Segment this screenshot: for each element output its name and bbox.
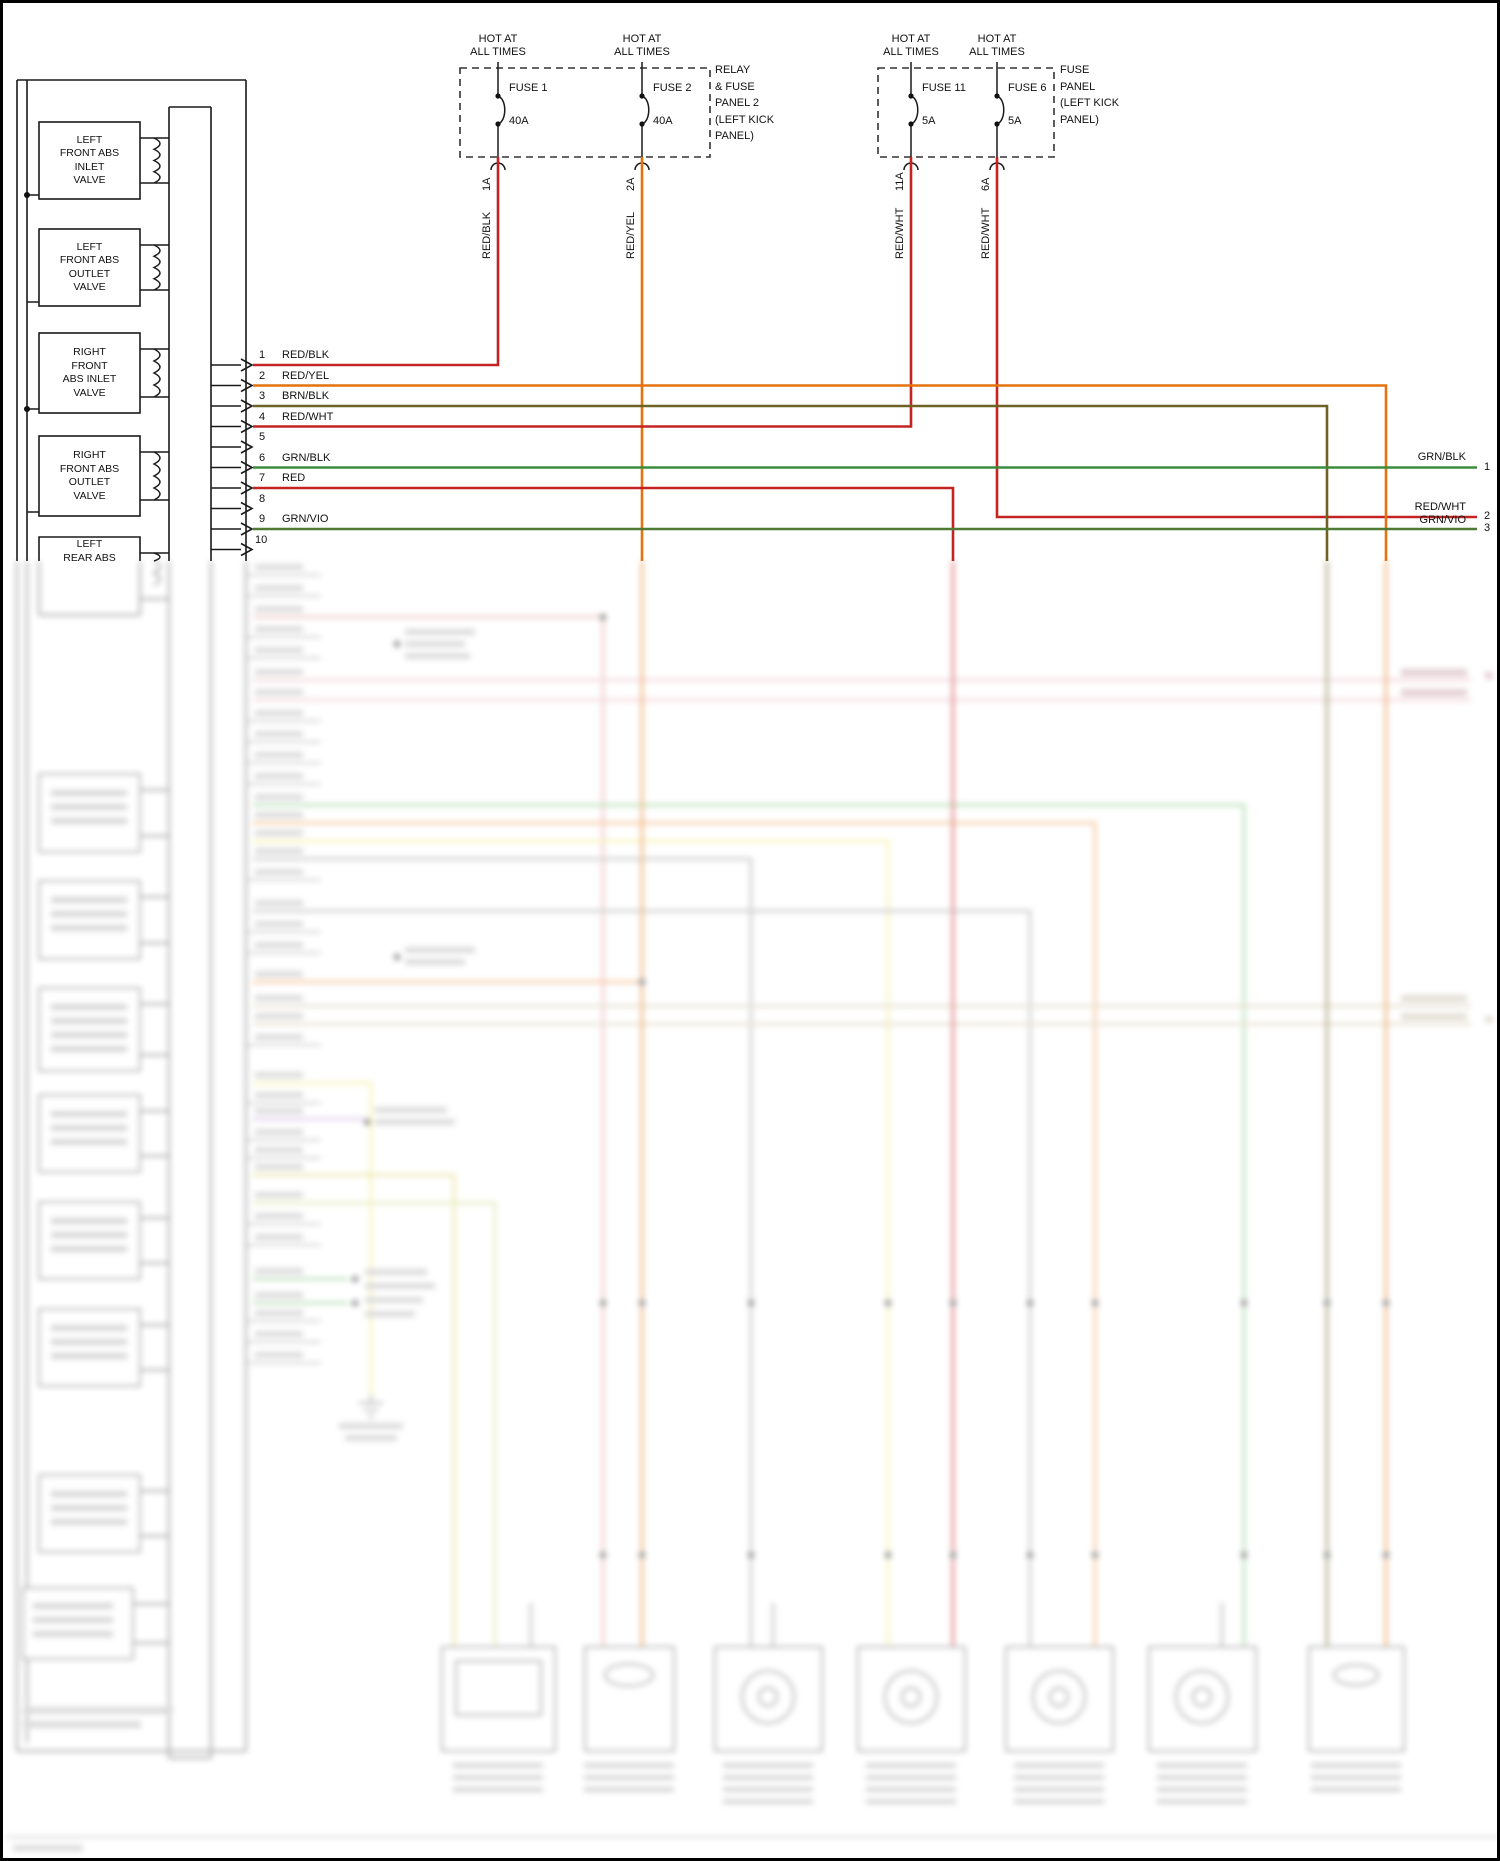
hot-at-label-1: HOT AT ALL TIMES — [470, 33, 526, 58]
offpage-red-wht-label: RED/WHT — [1414, 501, 1466, 513]
pin-9-number: 9 — [259, 513, 266, 525]
wire-red-yel-pin2 — [253, 384, 1388, 561]
pin-6-wire-label: GRN/BLK — [282, 451, 331, 464]
fuse-6-amps: 5A — [1008, 115, 1022, 127]
pin-7-number: 7 — [259, 472, 266, 484]
blurred-diagram-svg — [6, 561, 1497, 1851]
pin-2-number: 2 — [259, 369, 266, 382]
wires — [253, 157, 1477, 561]
wire-brn-blk — [253, 404, 1329, 561]
fuse-11-amps: 5A — [922, 115, 936, 127]
blur-connector-dots — [351, 613, 1390, 1559]
pin-3-wire-label: BRN/BLK — [282, 390, 330, 402]
feed-11a-wire-label: RED/WHT — [894, 207, 906, 259]
pin-5-number: 5 — [259, 431, 266, 443]
pin-4-wire-label: RED/WHT — [282, 410, 334, 423]
component-left-front-abs-inlet-valve: LEFT FRONT ABS INLET VALVE — [59, 133, 120, 187]
offpage-grn-blk-number: 1 — [1483, 461, 1491, 473]
fuse-2-label: FUSE 2 — [653, 82, 692, 94]
relay-fuse-panel-2-label: RELAY & FUSE PANEL 2 (LEFT KICK PANEL) — [715, 64, 775, 142]
component-left-front-abs-outlet-valve: LEFT FRONT ABS OUTLET VALVE — [59, 240, 120, 294]
wire-red-wht-11a — [253, 157, 913, 428]
blur-ground-symbol — [359, 1395, 383, 1418]
pin-2-wire-label: RED/YEL — [282, 369, 330, 382]
blur-box-label-blobs — [33, 790, 127, 1637]
blur-right-edge-blobs-pink — [1401, 669, 1493, 696]
pin-9-wire-label: GRN/VIO — [282, 513, 329, 525]
offpage-red-wht-number: 2 — [1483, 510, 1491, 522]
feed-1a-wire-label: RED/BLK — [481, 211, 493, 259]
pin-7-wire-label: RED — [282, 472, 306, 484]
junction-dots — [24, 192, 30, 412]
offpage-grn-vio-number: 3 — [1483, 522, 1491, 534]
offpage-grn-blk-label: GRN/BLK — [1417, 451, 1466, 463]
pin-1-wire-label: RED/BLK — [282, 349, 330, 361]
feed-2a-wire-label: RED/YEL — [625, 211, 637, 259]
hot-at-label-3: HOT AT ALL TIMES — [883, 33, 939, 58]
blur-pin-label-blobs — [255, 564, 303, 1358]
connector-pin-chevrons — [240, 358, 254, 557]
blur-bottom-boxes — [441, 1646, 1405, 1752]
pin-4-number: 4 — [259, 410, 266, 423]
valve-coils — [140, 137, 169, 562]
wiring-lines-svg — [16, 62, 1477, 562]
blur-under-box-blobs — [453, 1763, 1401, 1804]
blurred-lower-diagram — [6, 561, 1497, 1858]
pin-8-number: 8 — [259, 492, 266, 505]
fuse-panel-label: FUSE PANEL (LEFT KICK PANEL) — [1060, 64, 1120, 126]
feed-1a-pin-label: 1A — [481, 177, 493, 191]
hot-at-label-2: HOT AT ALL TIMES — [614, 33, 670, 58]
component-right-front-abs-outlet-valve: RIGHT FRONT ABS OUTLET VALVE — [59, 449, 120, 502]
blur-right-edge-blobs-tan — [1401, 995, 1493, 1023]
fuse-2-amps: 40A — [653, 115, 673, 127]
fuse-1-label: FUSE 1 — [509, 82, 548, 94]
fuse-1-amps: 40A — [509, 115, 529, 127]
component-left-rear-abs: LEFT REAR ABS — [63, 538, 116, 564]
wire-red-blk — [253, 157, 500, 367]
pin-3-number: 3 — [259, 390, 266, 402]
hot-at-label-4: HOT AT ALL TIMES — [969, 33, 1025, 58]
blur-misc-label-blobs — [13, 629, 475, 1851]
offpage-grn-vio-label: GRN/VIO — [1419, 514, 1466, 526]
blur-structure — [16, 561, 247, 1759]
blur-wires — [253, 561, 1471, 1647]
component-right-front-abs-inlet-valve: RIGHT FRONT ABS INLET VALVE — [62, 346, 117, 399]
blur-left-boxes — [22, 773, 141, 1660]
feed-6a-wire-label: RED/WHT — [980, 207, 992, 259]
pin-10-number: 10 — [255, 533, 268, 546]
pin-6-number: 6 — [259, 451, 266, 464]
feed-6a-pin-label: 6A — [980, 177, 992, 191]
blur-pin-stubs — [246, 574, 321, 1364]
feed-2a-pin-label: 2A — [625, 177, 637, 191]
fuse-6-label: FUSE 6 — [1008, 82, 1047, 94]
feed-11a-pin-label: 11A — [894, 172, 906, 191]
fuse-11-label: FUSE 11 — [922, 82, 966, 94]
wire-red — [253, 486, 955, 561]
pin-1-number: 1 — [259, 349, 266, 361]
